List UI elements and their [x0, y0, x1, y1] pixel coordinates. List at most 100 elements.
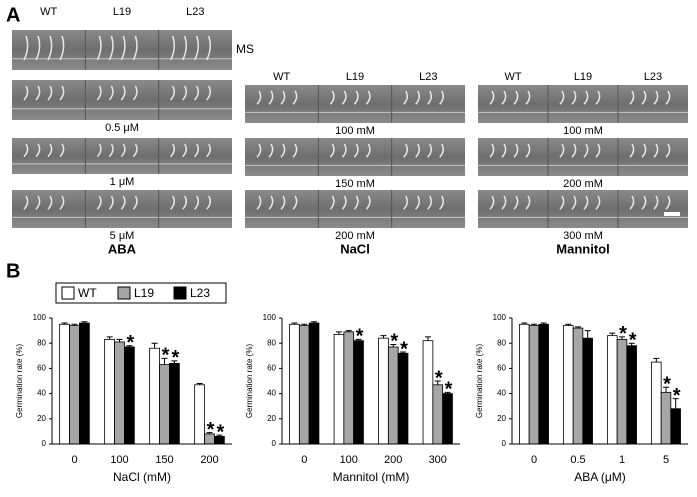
- error-bar: [61, 322, 68, 325]
- error-bar: [565, 323, 572, 326]
- seedling: [365, 195, 371, 210]
- seedling: [439, 143, 445, 158]
- error-bar: [126, 345, 133, 347]
- seedling: [280, 195, 286, 210]
- row-label: 1 μM: [110, 176, 135, 188]
- row-label: 200 mM: [335, 230, 375, 242]
- seedling: [665, 195, 671, 210]
- seedling: [292, 195, 298, 210]
- seedling: [595, 90, 601, 105]
- seedling: [571, 195, 577, 210]
- y-tick-label: 0: [42, 439, 47, 448]
- bar: [607, 335, 618, 445]
- row-label: 5 μM: [110, 230, 135, 242]
- y-tick-label: 40: [267, 389, 276, 398]
- seedling: [108, 85, 114, 101]
- bar: [422, 340, 434, 445]
- scale-bar: [664, 212, 680, 216]
- significance-mark: *: [629, 329, 637, 351]
- seedling: [665, 143, 671, 158]
- error-bar: [301, 323, 308, 326]
- column-header: WT: [504, 71, 521, 83]
- seedling: [23, 195, 29, 210]
- seedling: [365, 90, 371, 105]
- seedling: [415, 90, 421, 105]
- y-tick-label: 20: [267, 414, 276, 423]
- seedling: [629, 143, 635, 158]
- error-bar: [71, 323, 78, 326]
- y-tick-label: 40: [497, 389, 506, 398]
- error-bar: [311, 321, 318, 324]
- x-axis-title: NaCl (mM): [113, 470, 171, 484]
- seedling: [513, 195, 519, 210]
- bar: [149, 347, 160, 445]
- seedling: [653, 90, 659, 105]
- y-tick-label: 100: [263, 313, 277, 322]
- seedling: [403, 90, 409, 105]
- bar: [69, 325, 80, 445]
- bar: [387, 346, 399, 445]
- error-bar: [619, 336, 625, 340]
- row-label: 100 mM: [335, 125, 375, 137]
- significance-mark: *: [172, 347, 180, 369]
- error-bar: [628, 342, 635, 346]
- error-bar: [216, 434, 223, 437]
- seedling: [120, 195, 126, 210]
- column-header: L19: [346, 71, 364, 83]
- seedling: [353, 195, 359, 210]
- y-tick-label: 100: [493, 313, 507, 322]
- x-axis-title: Mannitol (mM): [333, 470, 410, 484]
- x-tick-label: 300: [429, 454, 447, 466]
- row-label: MS: [236, 42, 254, 56]
- legend-swatch: [173, 286, 187, 300]
- x-tick-label: 100: [110, 454, 128, 466]
- bar: [169, 362, 180, 445]
- plate-photo: [478, 190, 688, 228]
- seedling: [169, 35, 176, 61]
- seedling: [341, 195, 347, 210]
- bar: [194, 384, 205, 445]
- bar: [333, 333, 345, 445]
- error-bar: [653, 357, 660, 363]
- seedling: [501, 90, 507, 105]
- seedling: [96, 195, 102, 210]
- seedling: [170, 85, 176, 101]
- error-bar: [444, 391, 451, 394]
- seedling: [205, 35, 212, 61]
- seedling: [206, 85, 212, 101]
- bar: [563, 325, 574, 445]
- seedling: [120, 143, 126, 158]
- seedling: [206, 143, 212, 158]
- seedling: [513, 143, 519, 158]
- x-tick-label: 200: [384, 454, 402, 466]
- seedling: [120, 35, 126, 61]
- seedling: [120, 85, 126, 101]
- seedling: [47, 143, 53, 158]
- error-bar: [390, 343, 397, 347]
- y-tick-label: 80: [37, 338, 46, 347]
- seedling: [415, 143, 421, 158]
- bar: [528, 325, 540, 445]
- seedling: [525, 195, 531, 210]
- bar: [308, 322, 320, 445]
- significance-mark: *: [217, 421, 225, 443]
- legend-swatch: [61, 286, 75, 300]
- legend-label: WT: [78, 286, 97, 300]
- group-title: Mannitol: [556, 241, 609, 256]
- x-tick-label: 0: [301, 454, 307, 466]
- seedling: [583, 195, 589, 210]
- error-bar: [434, 380, 441, 385]
- seedling: [170, 143, 176, 158]
- error-bar: [116, 338, 123, 342]
- y-tick-label: 20: [37, 414, 46, 423]
- group-title: ABA: [108, 241, 137, 256]
- bar: [298, 325, 310, 445]
- seedling: [629, 195, 635, 210]
- seedling: [571, 143, 577, 158]
- error-bar: [171, 360, 178, 364]
- y-tick-label: 20: [497, 414, 506, 423]
- legend-swatch: [117, 286, 131, 300]
- bar: [582, 337, 593, 445]
- seedling: [415, 195, 421, 210]
- seedling: [194, 85, 200, 101]
